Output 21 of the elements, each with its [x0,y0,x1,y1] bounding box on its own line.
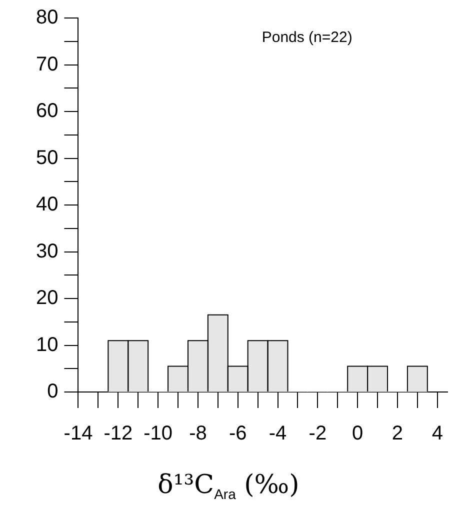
annotation: Ponds (n=22) [262,29,352,46]
y-tick-label: 0 [47,380,58,403]
x-tick-label: -10 [144,422,173,445]
y-tick-label: 40 [36,194,58,216]
y-tick-label: 20 [36,287,58,310]
y-tick-label: 10 [36,334,58,356]
x-axis-title: δ¹³C$_{Ara}$ (‰) [156,470,300,502]
y-tick-label: 60 [36,100,58,122]
x-tick-label: -6 [228,422,247,445]
y-tick-label: 50 [36,146,58,169]
x-tick-label: -4 [268,422,287,445]
x-tick-label: -2 [308,422,327,445]
y-tick-label: 80 [36,6,58,29]
y-tick-label: 30 [36,240,58,262]
x-tick-label: 2 [392,422,404,445]
x-tick-label: -14 [64,422,93,445]
x-tick-label: 4 [432,422,443,445]
x-tick-label: -12 [104,422,133,445]
y-tick-label: 70 [36,53,58,76]
x-tick-label: 0 [352,422,364,445]
x-tick-label: -8 [189,422,207,445]
